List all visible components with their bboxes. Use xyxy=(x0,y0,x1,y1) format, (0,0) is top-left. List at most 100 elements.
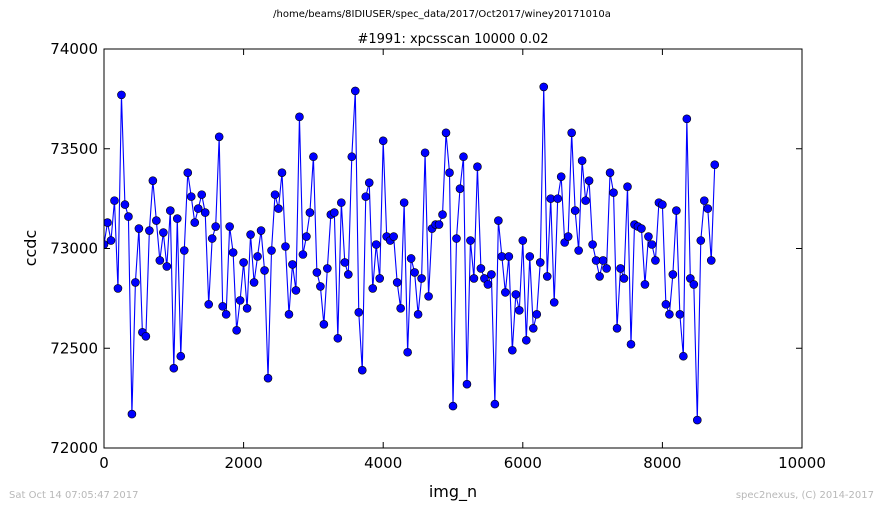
data-point xyxy=(211,222,220,231)
data-point xyxy=(256,226,266,235)
data-point xyxy=(706,256,716,265)
data-point xyxy=(159,228,168,237)
data-point xyxy=(532,310,542,319)
x-tick-label: 8000 xyxy=(643,454,681,472)
data-point xyxy=(699,196,709,205)
data-point xyxy=(350,86,360,96)
data-point xyxy=(228,248,238,257)
data-point xyxy=(347,152,357,162)
data-point xyxy=(511,290,521,299)
data-point xyxy=(616,264,625,273)
data-point xyxy=(651,256,660,265)
data-point xyxy=(319,320,329,329)
data-point xyxy=(235,296,245,305)
data-point xyxy=(567,128,576,138)
y-tick-label: 72000 xyxy=(50,439,98,457)
data-point xyxy=(357,365,367,375)
y-tick-label: 72500 xyxy=(50,339,98,357)
data-point xyxy=(124,212,133,221)
axes: 0 2000 4000 6000 8000 10000 72000 72500 73000 735… xyxy=(50,40,826,472)
data-point xyxy=(155,256,165,265)
data-point xyxy=(424,292,433,301)
x-tick-label: 6000 xyxy=(504,454,542,472)
data-point xyxy=(661,300,671,309)
data-point xyxy=(375,274,385,283)
data-point xyxy=(420,148,430,158)
data-point xyxy=(309,152,318,162)
data-point xyxy=(623,182,632,191)
data-point xyxy=(434,220,444,229)
data-point xyxy=(417,274,426,283)
data-point xyxy=(305,208,315,217)
data-point xyxy=(682,114,692,124)
footer-timestamp: Sat Oct 14 07:05:47 2017 xyxy=(9,490,139,501)
data-point xyxy=(113,284,123,293)
data-point xyxy=(340,258,350,267)
data-point xyxy=(323,264,332,273)
data-point xyxy=(291,286,301,295)
data-point xyxy=(399,198,409,207)
data-point xyxy=(581,196,590,205)
data-point xyxy=(577,156,587,166)
data-point xyxy=(640,280,650,289)
data-point xyxy=(104,240,109,249)
data-point xyxy=(361,192,371,201)
data-point xyxy=(553,194,563,203)
data-point xyxy=(354,308,364,317)
data-point xyxy=(612,323,622,333)
data-point xyxy=(396,304,405,313)
data-point xyxy=(504,252,514,261)
data-point xyxy=(295,112,304,122)
data-point xyxy=(626,339,636,349)
figure-suptitle: /home/beams/8IDIUSER/spec_data/2017/Oct2… xyxy=(273,9,611,20)
data-point xyxy=(166,206,175,215)
data-point xyxy=(518,236,528,245)
data-point xyxy=(584,176,594,185)
data-point xyxy=(494,216,503,225)
data-point xyxy=(598,256,608,265)
data-point xyxy=(452,234,461,243)
data-point xyxy=(637,224,646,233)
data-point xyxy=(120,200,130,209)
data-point xyxy=(542,272,552,281)
data-point xyxy=(679,351,688,361)
y-tick-label: 73500 xyxy=(50,140,98,158)
x-tick-label: 4000 xyxy=(364,454,402,472)
data-point xyxy=(535,258,545,267)
data-point xyxy=(232,325,241,335)
data-point xyxy=(169,363,179,373)
x-axis-label: img_n xyxy=(429,482,477,502)
data-point xyxy=(466,236,475,245)
data-point xyxy=(200,208,210,217)
data-point xyxy=(197,190,207,199)
data-point xyxy=(462,379,472,389)
data-point xyxy=(274,204,283,213)
data-point xyxy=(515,306,524,315)
data-point xyxy=(647,240,657,249)
data-point xyxy=(186,192,196,201)
data-point xyxy=(134,224,144,233)
data-point xyxy=(127,409,137,419)
data-point xyxy=(204,300,213,309)
data-point xyxy=(658,200,667,209)
data-point xyxy=(253,252,262,261)
data-point xyxy=(277,168,287,177)
data-point xyxy=(193,204,203,213)
data-point xyxy=(490,399,500,409)
data-point xyxy=(302,232,311,241)
chart-title: #1991: xpcsscan 10000 0.02 xyxy=(357,32,548,47)
data-point xyxy=(183,168,193,177)
data-point xyxy=(508,345,517,355)
data-point xyxy=(239,258,248,267)
data-point xyxy=(539,82,549,92)
data-point xyxy=(106,236,116,245)
data-point xyxy=(312,268,322,277)
data-point xyxy=(284,310,294,319)
data-point xyxy=(455,184,465,193)
data-point xyxy=(246,230,255,239)
data-point xyxy=(588,240,597,249)
data-point xyxy=(378,136,388,146)
data-point xyxy=(152,216,161,225)
data-point xyxy=(525,252,535,261)
